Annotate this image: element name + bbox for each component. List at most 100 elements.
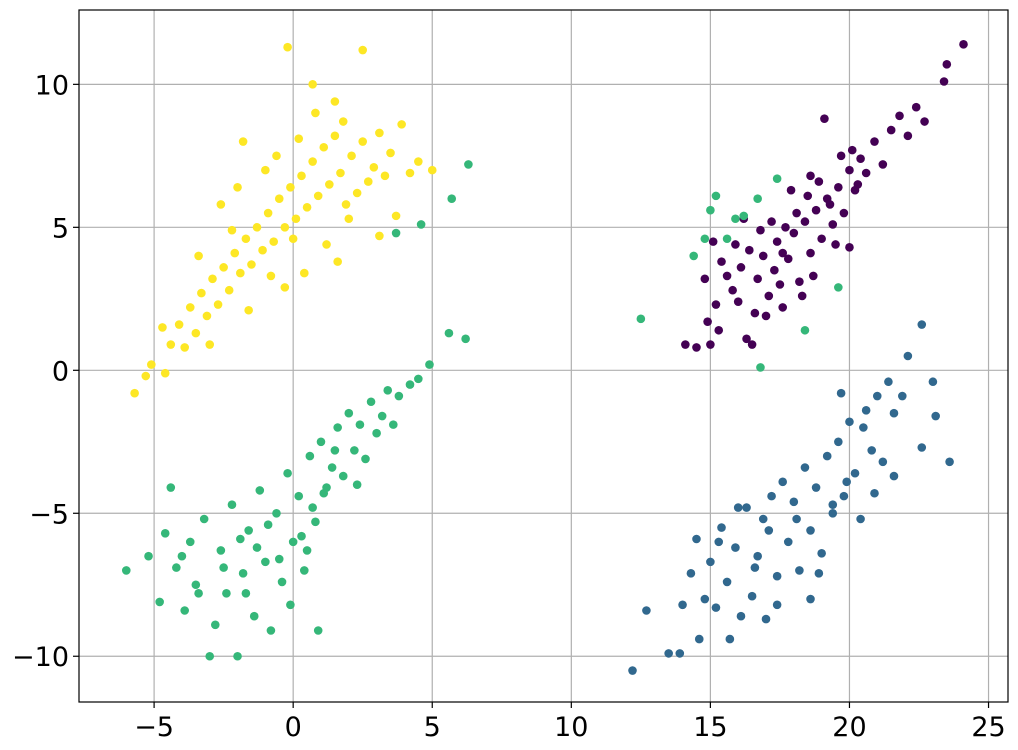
scatter-point xyxy=(391,211,401,221)
scatter-point xyxy=(917,320,927,329)
scatter-point xyxy=(808,271,818,281)
scatter-point xyxy=(722,577,732,587)
scatter-point xyxy=(786,185,796,195)
scatter-point xyxy=(834,437,843,447)
scatter-point xyxy=(850,468,860,478)
scatter-point xyxy=(130,388,139,398)
scatter-point xyxy=(895,111,904,121)
scatter-point xyxy=(700,274,710,284)
scatter-point xyxy=(772,600,782,610)
scatter-point xyxy=(158,323,167,332)
scatter-point xyxy=(758,251,768,261)
scatter-point xyxy=(764,526,774,535)
scatter-point xyxy=(361,454,370,464)
scatter-point xyxy=(405,168,415,178)
scatter-point xyxy=(731,240,740,249)
scatter-point xyxy=(249,611,259,621)
scatter-point xyxy=(286,182,295,192)
scatter-point xyxy=(308,80,317,89)
scatter-point xyxy=(678,600,687,610)
scatter-point xyxy=(352,188,362,198)
scatter-point xyxy=(681,340,690,349)
scatter-point xyxy=(878,160,888,169)
scatter-point xyxy=(725,634,735,644)
scatter-point xyxy=(745,245,754,255)
scatter-point xyxy=(205,651,215,661)
scatter-point xyxy=(308,157,317,166)
scatter-point xyxy=(205,340,215,349)
scatter-point xyxy=(903,351,913,361)
scatter-point xyxy=(836,388,846,398)
scatter-point xyxy=(767,217,776,226)
scatter-point xyxy=(299,268,309,278)
scatter-point xyxy=(263,208,273,218)
scatter-point xyxy=(227,225,237,235)
scatter-point xyxy=(861,406,871,415)
scatter-point xyxy=(822,451,832,461)
scatter-point xyxy=(425,360,434,369)
scatter-point xyxy=(733,297,743,306)
scatter-point xyxy=(839,208,849,218)
scatter-point xyxy=(291,214,301,224)
scatter-point xyxy=(828,220,838,229)
scatter-point xyxy=(147,360,156,369)
scatter-point xyxy=(338,471,348,481)
scatter-point xyxy=(355,420,365,429)
scatter-point xyxy=(806,526,815,535)
scatter-point xyxy=(174,320,184,329)
scatter-point xyxy=(261,165,270,175)
scatter-point xyxy=(692,534,701,544)
scatter-point xyxy=(288,537,298,547)
data-points xyxy=(121,40,968,675)
series-cluster-2 xyxy=(628,320,954,675)
scatter-point xyxy=(377,411,387,421)
scatter-point xyxy=(642,606,651,615)
scatter-point xyxy=(427,165,437,175)
scatter-point xyxy=(166,483,176,492)
scatter-point xyxy=(886,125,896,135)
scatter-point xyxy=(299,566,309,575)
x-tick-label: 20 xyxy=(832,712,866,743)
scatter-point xyxy=(330,446,340,455)
scatter-point xyxy=(778,248,788,258)
scatter-point xyxy=(444,328,454,338)
scatter-point xyxy=(180,343,189,352)
scatter-point xyxy=(391,228,401,238)
scatter-point xyxy=(878,457,888,467)
scatter-point xyxy=(792,514,801,524)
scatter-point xyxy=(853,180,863,189)
scatter-point xyxy=(814,177,824,186)
scatter-point xyxy=(831,240,840,249)
scatter-point xyxy=(795,277,804,286)
scatter-point xyxy=(325,180,334,189)
scatter-point xyxy=(711,191,721,201)
scatter-point xyxy=(797,291,807,301)
scatter-point xyxy=(272,508,281,518)
scatter-point xyxy=(338,117,348,126)
scatter-point xyxy=(375,231,384,241)
scatter-point xyxy=(708,237,718,246)
scatter-point xyxy=(945,457,954,467)
scatter-point xyxy=(191,328,201,338)
scatter-point xyxy=(817,549,826,558)
scatter-point xyxy=(330,97,340,106)
scatter-point xyxy=(750,308,760,318)
scatter-point xyxy=(141,371,151,381)
scatter-point xyxy=(736,263,746,272)
scatter-point xyxy=(800,325,810,335)
scatter-point xyxy=(931,411,940,421)
scatter-point xyxy=(288,234,298,244)
scatter-point xyxy=(269,237,279,246)
scatter-point xyxy=(414,157,423,166)
scatter-point xyxy=(742,503,751,512)
scatter-point xyxy=(739,211,749,221)
scatter-point xyxy=(898,391,907,401)
scatter-point xyxy=(416,220,426,229)
scatter-point xyxy=(742,334,751,344)
scatter-point xyxy=(803,191,813,201)
scatter-point xyxy=(845,165,854,175)
scatter-point xyxy=(800,463,810,472)
scatter-point xyxy=(714,537,724,547)
scatter-point xyxy=(845,417,854,427)
